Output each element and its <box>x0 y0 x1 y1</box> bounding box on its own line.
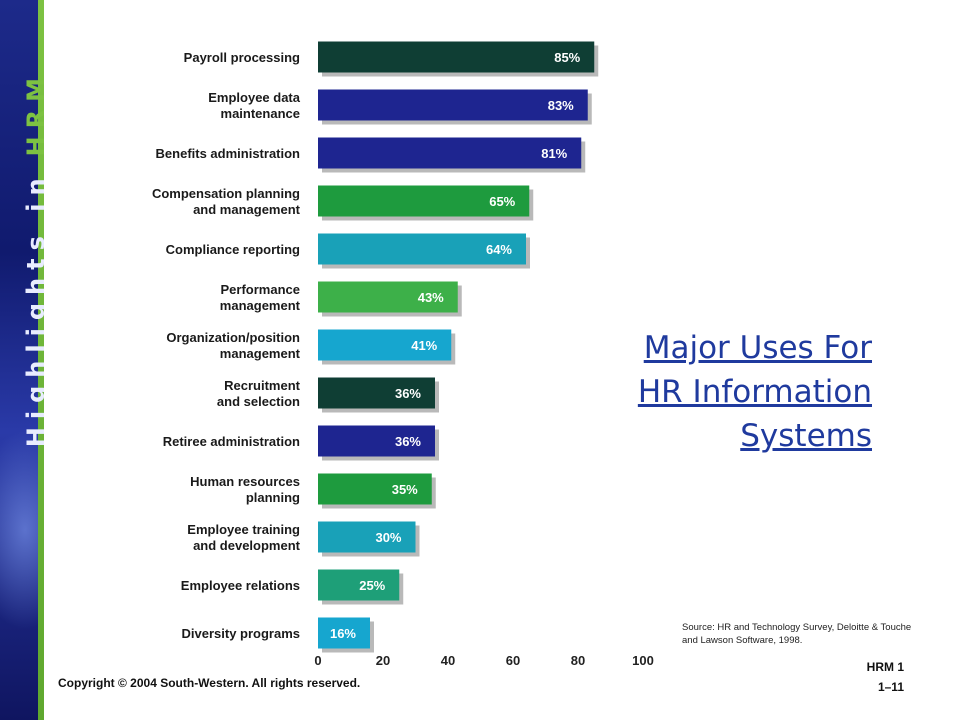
category-label: management <box>220 298 301 313</box>
slide-title-line-2: HR Information <box>637 374 872 410</box>
x-tick-label: 80 <box>571 653 585 668</box>
slide-number: HRM 1 1–11 <box>820 657 904 697</box>
x-tick-label: 100 <box>632 653 654 668</box>
category-label: Compensation planning <box>152 186 300 201</box>
slide-title-line-3: Systems <box>740 418 872 454</box>
bar-value-label: 35% <box>392 482 418 497</box>
bar-value-label: 64% <box>486 242 512 257</box>
bar <box>318 617 370 649</box>
bar <box>318 521 416 553</box>
x-tick-label: 20 <box>376 653 390 668</box>
bar <box>318 281 458 313</box>
bar <box>318 473 432 505</box>
source-note: Source: HR and Technology Survey, Deloit… <box>682 622 912 646</box>
x-tick-label: 0 <box>314 653 321 668</box>
sidebar-glow <box>0 430 44 630</box>
category-label: Human resources <box>190 474 300 489</box>
bar-value-label: 41% <box>411 338 437 353</box>
category-label: Organization/position <box>166 330 300 345</box>
bar <box>318 233 526 265</box>
bar-value-label: 83% <box>548 98 574 113</box>
category-label: Compliance reporting <box>166 242 300 257</box>
x-tick-label: 40 <box>441 653 455 668</box>
bar <box>318 89 588 121</box>
bar-value-label: 16% <box>330 626 356 641</box>
slide-title: Major Uses For HR Information Systems <box>560 326 872 458</box>
bar-value-label: 36% <box>395 386 421 401</box>
category-label: and selection <box>217 394 300 409</box>
category-label: Recruitment <box>224 378 301 393</box>
category-label: Retiree administration <box>163 434 300 449</box>
bar <box>318 329 452 361</box>
bar <box>318 569 400 601</box>
bar <box>318 377 435 409</box>
sidebar-accent-stripe <box>38 0 44 720</box>
x-tick-label: 60 <box>506 653 520 668</box>
category-label: Benefits administration <box>156 146 301 161</box>
bar-value-label: 36% <box>395 434 421 449</box>
bar-value-label: 65% <box>489 194 515 209</box>
sidebar-banner: Highlights inHRM <box>0 0 44 720</box>
slide-number-line-1: HRM 1 <box>866 660 904 674</box>
category-label: and development <box>193 538 301 553</box>
category-label: management <box>220 346 301 361</box>
slide-number-line-2: 1–11 <box>877 680 904 694</box>
slide-title-line-1: Major Uses For <box>643 330 872 366</box>
bar-value-label: 30% <box>375 530 401 545</box>
bar <box>318 137 582 169</box>
bar-value-label: 43% <box>418 290 444 305</box>
bar <box>318 185 530 217</box>
bar <box>318 41 595 73</box>
copyright-notice: Copyright © 2004 South-Western. All righ… <box>58 676 361 690</box>
category-label: Payroll processing <box>184 50 300 65</box>
bar-value-label: 25% <box>359 578 385 593</box>
category-label: and management <box>193 202 301 217</box>
category-label: Employee relations <box>181 578 300 593</box>
category-label: maintenance <box>221 106 300 121</box>
category-label: Employee data <box>208 90 301 105</box>
category-label: Diversity programs <box>182 626 301 641</box>
category-label: Employee training <box>187 522 300 537</box>
bar <box>318 425 435 457</box>
category-label: planning <box>246 490 300 505</box>
bar-value-label: 81% <box>541 146 567 161</box>
bar-value-label: 85% <box>554 50 580 65</box>
category-label: Performance <box>221 282 300 297</box>
